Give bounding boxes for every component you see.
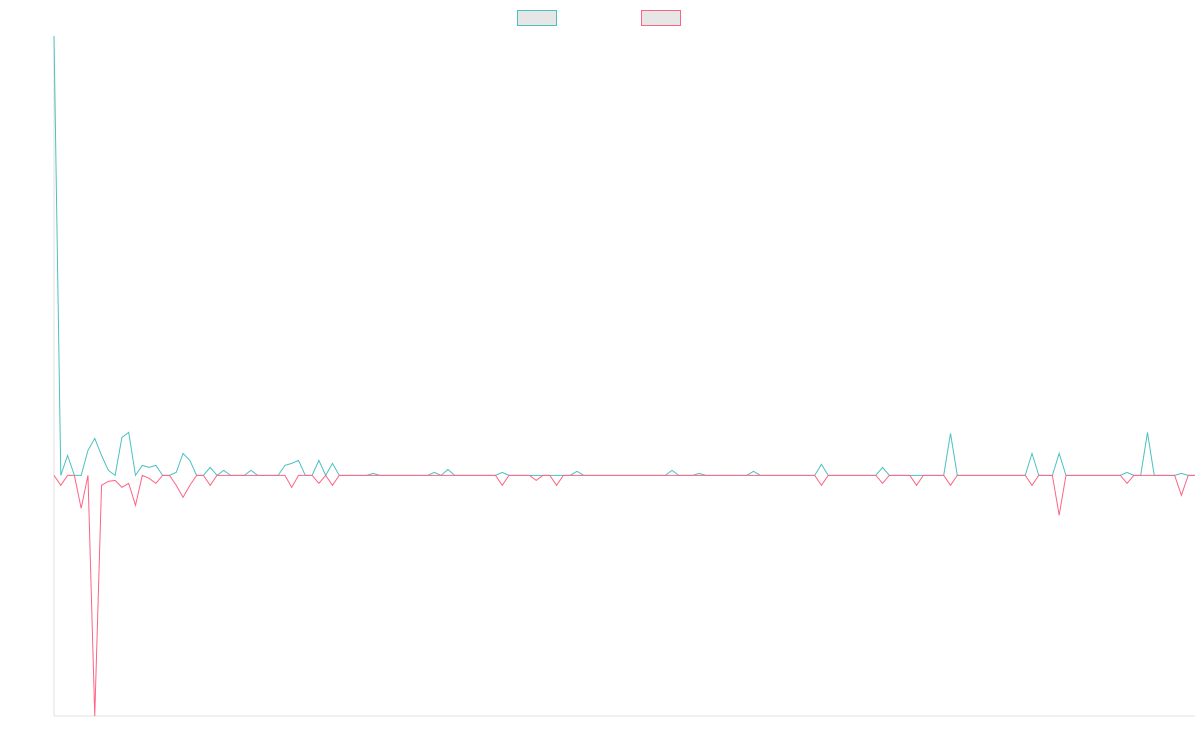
legend-swatch	[517, 10, 557, 26]
series-line	[53, 35, 1195, 477]
series-line	[53, 474, 1195, 717]
legend-swatch	[641, 10, 681, 26]
